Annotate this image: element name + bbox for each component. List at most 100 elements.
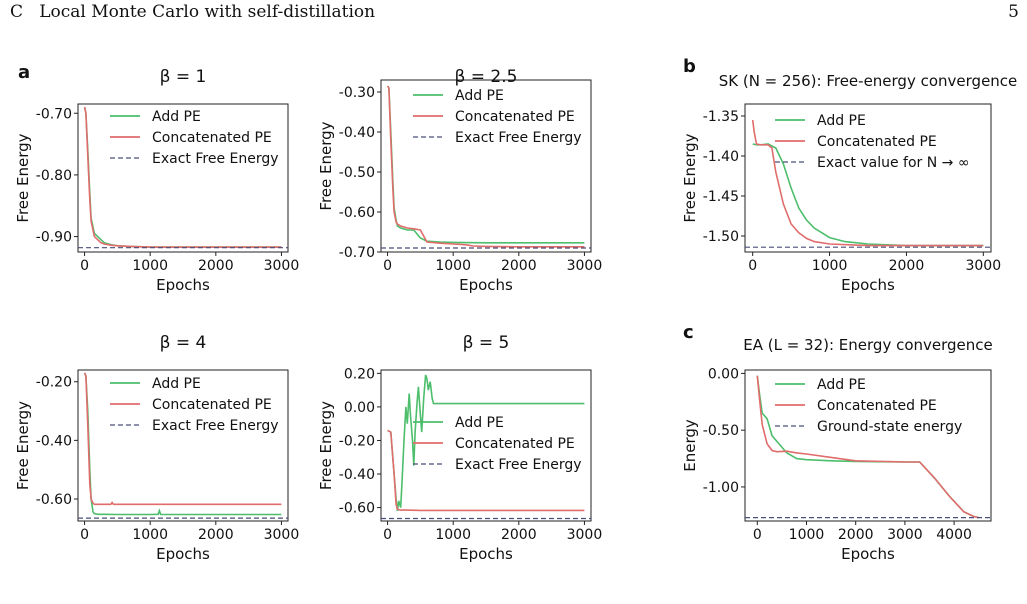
y-tick-label: 0.00 <box>708 366 739 382</box>
y-axis-label: Free Energy <box>317 401 335 490</box>
series-line-1 <box>756 375 979 519</box>
x-tick-label: 2000 <box>501 527 537 543</box>
y-tick-label: -0.60 <box>36 492 72 508</box>
chart-panel-2: 0 1000 2000 3000 -0.30 -0.40 -0.50 -0.60 -0.70 Ep… <box>317 67 602 294</box>
legend-label: Concatenated PE <box>152 130 272 146</box>
section-header: C Local Monte Carlo with self-distillati… <box>10 2 376 22</box>
x-tick-label: 2000 <box>198 527 234 543</box>
legend-label: Concatenated PE <box>817 134 937 150</box>
series-line-1 <box>83 106 282 248</box>
chart-title: β = 1 <box>160 67 207 87</box>
x-tick-label: 3000 <box>567 258 603 274</box>
chart-title: β = 4 <box>160 333 207 353</box>
legend-label: Concatenated PE <box>152 397 272 413</box>
y-axis-label: Free Energy <box>681 133 699 222</box>
legend-label: Concatenated PE <box>817 398 937 414</box>
series-line-2 <box>751 119 984 247</box>
x-axis-label: Epochs <box>156 276 210 294</box>
y-tick-label: -1.45 <box>703 189 739 205</box>
legend-label: Ground-state energy <box>817 419 962 435</box>
legend-label: Exact Free Energy <box>152 151 279 167</box>
x-tick-label: 3000 <box>887 527 923 543</box>
y-tick-label: -0.40 <box>339 125 375 141</box>
chart-title: SK (N = 256): Free-energy convergence <box>719 72 1018 90</box>
y-axis-label: Free Energy <box>317 121 335 210</box>
x-tick-label: 0 <box>383 527 392 543</box>
y-tick-label: 0.00 <box>344 400 375 416</box>
legend-label: Concatenated PE <box>455 109 575 125</box>
y-tick-label: -0.40 <box>36 433 72 449</box>
x-tick-label: 3000 <box>567 527 603 543</box>
y-tick-label: -0.30 <box>339 85 375 101</box>
y-tick-label: -0.50 <box>703 423 739 439</box>
x-axis-label: Epochs <box>156 545 210 563</box>
y-tick-label: 0.20 <box>344 366 375 382</box>
y-tick-label: -0.40 <box>339 467 375 483</box>
panel-label: b <box>683 56 696 77</box>
chart-panel-6: 0 1000 2000 3000 4000 0.00 -0.50 -1.00 Epochs Ene… <box>681 322 993 563</box>
chart-title: EA (L = 32): Energy convergence <box>743 336 993 354</box>
x-axis-label: Epochs <box>459 276 513 294</box>
legend-label: Exact Free Energy <box>152 418 279 434</box>
y-axis-label: Energy <box>681 419 699 472</box>
x-axis-label: Epochs <box>841 545 895 563</box>
chart-panel-5: 0 1000 2000 3000 -1.35 -1.40 -1.45 -1.50 Epochs F… <box>681 56 1017 294</box>
x-axis-label: Epochs <box>841 276 895 294</box>
legend-label: Exact value for N → ∞ <box>817 155 970 171</box>
legend-label: Add PE <box>817 377 866 393</box>
panel-label: c <box>683 322 694 343</box>
series-line-1 <box>83 372 282 516</box>
legend-label: Add PE <box>152 376 201 392</box>
legend-label: Add PE <box>152 109 201 125</box>
x-tick-label: 4000 <box>936 527 972 543</box>
plot-frame <box>744 369 992 522</box>
y-tick-label: -0.80 <box>36 168 72 184</box>
y-tick-label: -1.40 <box>703 149 739 165</box>
x-tick-label: 2000 <box>198 258 234 274</box>
y-axis-label: Free Energy <box>14 401 32 490</box>
legend-label: Concatenated PE <box>455 436 575 452</box>
plot-frame <box>380 79 592 253</box>
x-tick-label: 1000 <box>132 258 168 274</box>
page-number: 5 <box>1008 2 1019 22</box>
x-tick-label: 3000 <box>264 527 300 543</box>
plot-frame <box>744 103 992 253</box>
legend-label: Add PE <box>817 113 866 129</box>
chart-panel-3: 0 1000 2000 3000 -0.20 -0.40 -0.60 Epochs Free E… <box>14 333 299 563</box>
x-tick-label: 1000 <box>132 527 168 543</box>
panel-label: a <box>18 62 30 83</box>
series-line-1 <box>387 374 585 512</box>
series-line-2 <box>387 429 585 512</box>
y-tick-label: -0.70 <box>36 106 72 122</box>
plot-frame <box>77 103 289 253</box>
y-tick-label: -0.60 <box>339 205 375 221</box>
x-tick-label: 1000 <box>435 258 471 274</box>
y-tick-label: -0.20 <box>339 433 375 449</box>
legend-label: Add PE <box>455 88 504 104</box>
x-tick-label: 1000 <box>812 258 848 274</box>
x-tick-label: 0 <box>80 258 89 274</box>
x-tick-label: 3000 <box>965 258 1001 274</box>
x-tick-label: 0 <box>753 527 762 543</box>
x-tick-label: 2000 <box>501 258 537 274</box>
y-tick-label: -0.20 <box>36 375 72 391</box>
series-line-2 <box>83 372 282 506</box>
plot-frame <box>380 369 592 522</box>
chart-panel-1: 0 1000 2000 3000 -0.70 -0.80 -0.90 Epochs Free E… <box>14 62 299 294</box>
x-tick-label: 2000 <box>838 527 874 543</box>
series-line-2 <box>756 375 979 519</box>
y-tick-label: -1.50 <box>703 229 739 245</box>
x-tick-label: 2000 <box>889 258 925 274</box>
chart-title: β = 5 <box>463 333 510 353</box>
series-line-2 <box>83 106 282 248</box>
page-header: C Local Monte Carlo with self-distillati… <box>0 0 1027 40</box>
x-tick-label: 1000 <box>789 527 825 543</box>
y-tick-label: -1.35 <box>703 109 739 125</box>
chart-panel-4: 0 1000 2000 3000 0.20 0.00 -0.20 -0.40 -0.60 Epoc… <box>317 333 602 563</box>
y-tick-label: -1.00 <box>703 480 739 496</box>
x-tick-label: 1000 <box>435 527 471 543</box>
series-line-2 <box>386 85 585 248</box>
y-tick-label: -0.60 <box>339 501 375 517</box>
y-tick-label: -0.70 <box>339 245 375 261</box>
